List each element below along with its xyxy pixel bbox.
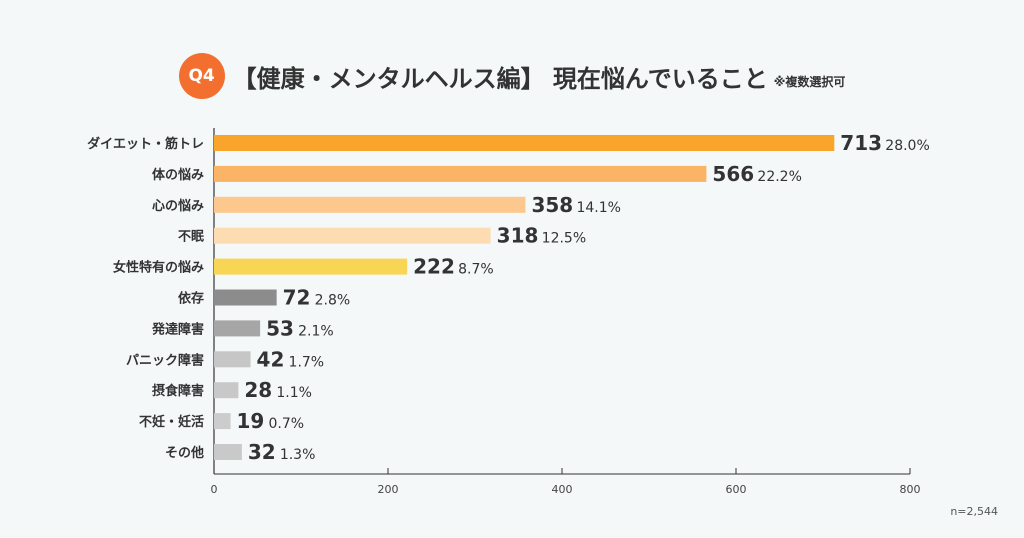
percent-label: 22.2%: [757, 169, 801, 185]
value-label: 713: [840, 131, 882, 155]
bar: [214, 135, 835, 151]
x-tick-label: 0: [211, 483, 218, 496]
percent-label: 12.5%: [542, 231, 586, 247]
sample-size-label: n=2,544: [950, 505, 998, 518]
percent-label: 0.7%: [269, 416, 305, 432]
value-label: 42: [257, 347, 285, 371]
bar: [214, 196, 526, 213]
category-label: 女性特有の悩み: [113, 260, 204, 276]
category-label: 摂食障害: [152, 383, 204, 399]
bar: [214, 351, 251, 368]
x-tick-label: 200: [378, 483, 399, 496]
category-label: 不眠: [178, 230, 204, 245]
value-label: 28: [244, 378, 272, 402]
chart-note: ※複数選択可: [773, 74, 846, 89]
chart-title: 【健康・メンタルヘルス編】 現在悩んでいること: [232, 64, 768, 93]
category-label: 依存: [178, 291, 204, 307]
category-label: 不妊・妊活: [139, 414, 204, 430]
value-label: 19: [237, 409, 265, 433]
value-label: 566: [712, 162, 754, 186]
bar: [214, 320, 261, 337]
category-label: 体の悩み: [152, 167, 204, 183]
bar: [214, 382, 239, 399]
bar: [214, 165, 707, 182]
percent-label: 28.0%: [885, 138, 929, 154]
value-label: 53: [266, 316, 294, 340]
value-label: 222: [413, 255, 455, 279]
value-label: 32: [248, 440, 276, 464]
percent-label: 8.7%: [458, 262, 494, 278]
x-tick-label: 800: [900, 483, 921, 496]
category-label: その他: [165, 445, 204, 461]
x-tick-label: 400: [552, 483, 573, 496]
value-label: 72: [283, 286, 311, 310]
value-label: 358: [531, 193, 573, 217]
percent-label: 2.1%: [298, 323, 334, 339]
bar: [214, 258, 408, 275]
x-tick-label: 600: [726, 483, 747, 496]
value-label: 318: [497, 224, 539, 248]
percent-label: 1.3%: [280, 447, 316, 463]
question-badge: Q4: [178, 53, 225, 99]
bar: [214, 413, 231, 430]
category-label: 心の悩み: [152, 198, 204, 214]
percent-label: 1.1%: [276, 385, 312, 401]
percent-label: 14.1%: [576, 200, 620, 216]
chart-title-row: Q4 【健康・メンタルヘルス編】 現在悩んでいること ※複数選択可: [0, 50, 1024, 102]
category-label: 発達障害: [151, 321, 204, 337]
category-label: ダイエット・筋トレ: [87, 136, 204, 152]
percent-label: 1.7%: [289, 354, 325, 370]
bar: [214, 444, 242, 460]
category-label: パニック障害: [126, 352, 204, 368]
bar: [214, 227, 491, 244]
percent-label: 2.8%: [315, 293, 351, 309]
bar: [214, 289, 277, 306]
